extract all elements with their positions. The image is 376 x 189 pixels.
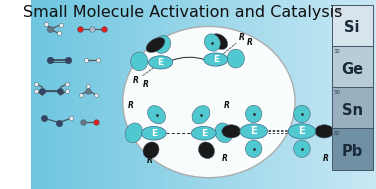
FancyBboxPatch shape (332, 128, 373, 170)
Ellipse shape (154, 36, 171, 53)
Circle shape (149, 56, 173, 69)
Text: Small Molecule Activation and Catalysis: Small Molecule Activation and Catalysis (23, 5, 343, 20)
Text: Pb: Pb (342, 144, 363, 159)
Circle shape (240, 124, 267, 139)
Ellipse shape (222, 125, 241, 138)
Ellipse shape (315, 125, 334, 138)
Circle shape (191, 126, 216, 140)
Text: R: R (247, 38, 253, 47)
Text: E: E (299, 126, 305, 136)
Text: R: R (127, 101, 133, 110)
Text: 50: 50 (334, 90, 341, 95)
Text: R: R (222, 154, 228, 163)
Text: R: R (133, 76, 138, 85)
Circle shape (141, 126, 166, 140)
Text: R: R (239, 33, 244, 42)
Text: 82: 82 (334, 131, 341, 136)
Text: E: E (213, 55, 219, 64)
Text: R: R (147, 156, 153, 165)
Text: Ge: Ge (341, 61, 363, 77)
Ellipse shape (294, 105, 310, 123)
Text: 14: 14 (334, 8, 341, 12)
Ellipse shape (123, 26, 295, 178)
Ellipse shape (199, 142, 214, 159)
Text: Si: Si (344, 20, 360, 35)
FancyBboxPatch shape (332, 46, 373, 87)
Text: Sn: Sn (342, 103, 363, 118)
Ellipse shape (211, 34, 227, 49)
Ellipse shape (147, 106, 165, 124)
Text: E: E (158, 58, 164, 67)
Ellipse shape (125, 123, 143, 143)
Ellipse shape (131, 52, 148, 71)
Text: 32: 32 (334, 49, 341, 54)
Ellipse shape (246, 140, 262, 157)
Circle shape (204, 53, 228, 66)
Text: E: E (201, 129, 207, 138)
Ellipse shape (204, 34, 220, 51)
Ellipse shape (227, 49, 244, 68)
Ellipse shape (246, 105, 262, 123)
Text: E: E (151, 129, 157, 138)
Ellipse shape (294, 140, 310, 157)
Ellipse shape (146, 37, 165, 53)
Text: R: R (143, 80, 149, 89)
Text: R: R (224, 101, 230, 110)
FancyBboxPatch shape (332, 5, 373, 46)
Text: R: R (322, 154, 328, 163)
Ellipse shape (143, 142, 159, 159)
Ellipse shape (192, 106, 210, 124)
FancyBboxPatch shape (332, 87, 373, 129)
Text: E: E (250, 126, 257, 136)
Ellipse shape (215, 123, 232, 143)
Circle shape (288, 124, 316, 139)
